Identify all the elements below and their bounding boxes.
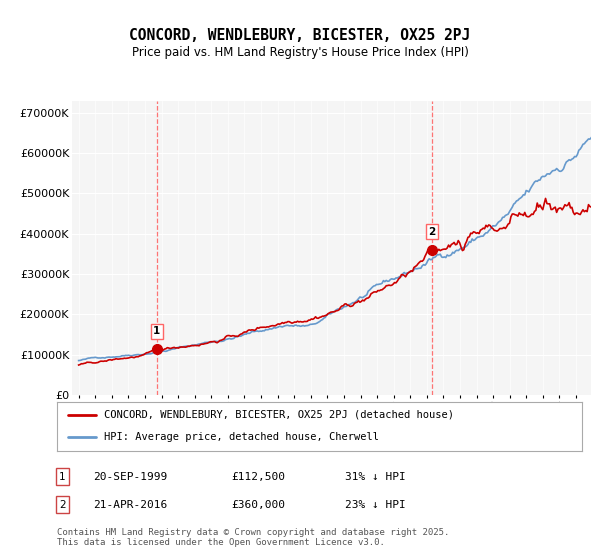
Text: CONCORD, WENDLEBURY, BICESTER, OX25 2PJ: CONCORD, WENDLEBURY, BICESTER, OX25 2PJ [130,28,470,43]
Text: Price paid vs. HM Land Registry's House Price Index (HPI): Price paid vs. HM Land Registry's House … [131,46,469,59]
Text: HPI: Average price, detached house, Cherwell: HPI: Average price, detached house, Cher… [104,432,379,442]
Text: £360,000: £360,000 [231,500,285,510]
Text: £112,500: £112,500 [231,472,285,482]
Text: 1: 1 [59,472,65,482]
Text: 20-SEP-1999: 20-SEP-1999 [93,472,167,482]
Text: 1: 1 [153,326,161,337]
Text: 21-APR-2016: 21-APR-2016 [93,500,167,510]
Text: 2: 2 [428,227,436,237]
Text: CONCORD, WENDLEBURY, BICESTER, OX25 2PJ (detached house): CONCORD, WENDLEBURY, BICESTER, OX25 2PJ … [104,410,454,420]
Text: 31% ↓ HPI: 31% ↓ HPI [345,472,406,482]
Text: Contains HM Land Registry data © Crown copyright and database right 2025.
This d: Contains HM Land Registry data © Crown c… [57,528,449,547]
Text: 23% ↓ HPI: 23% ↓ HPI [345,500,406,510]
Text: 2: 2 [59,500,65,510]
